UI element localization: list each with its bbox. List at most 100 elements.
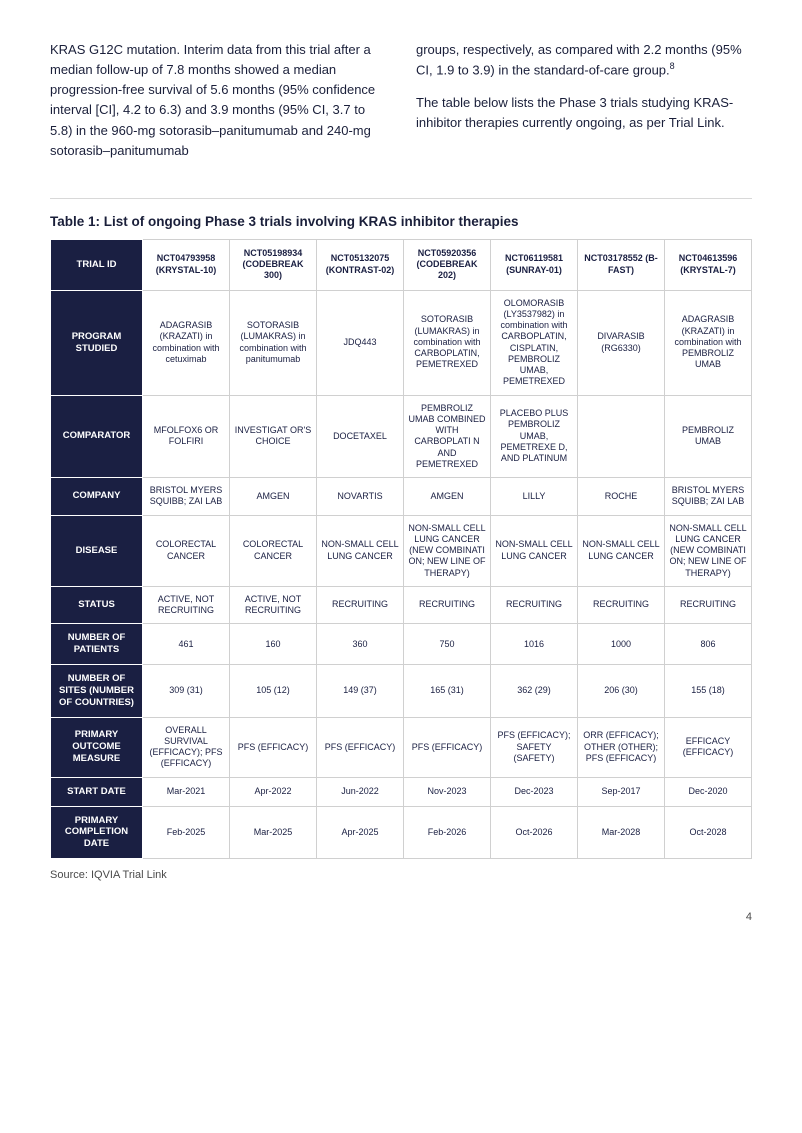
- cell-r9-c3: Feb-2026: [404, 806, 491, 859]
- col-header-6: NCT04613596 (KRYSTAL-7): [665, 239, 752, 290]
- cell-r1-c6: PEMBROLIZ UMAB: [665, 395, 752, 478]
- cell-r8-c0: Mar-2021: [143, 777, 230, 806]
- cell-r2-c5: ROCHE: [578, 478, 665, 516]
- cell-r5-c2: 360: [317, 624, 404, 665]
- row-label-7: NUMBER OF SITES (NUMBER OF COUNTRIES): [51, 665, 143, 718]
- cell-r4-c1: ACTIVE, NOT RECRUITING: [230, 586, 317, 624]
- row-label-6: NUMBER OF PATIENTS: [51, 624, 143, 665]
- cell-r6-c4: 362 (29): [491, 665, 578, 718]
- citation-sup: 8: [670, 61, 675, 71]
- col-header-2: NCT05132075 (KONTRAST-02): [317, 239, 404, 290]
- cell-r8-c5: Sep-2017: [578, 777, 665, 806]
- cell-r7-c5: ORR (EFFICACY); OTHER (OTHER); PFS (EFFI…: [578, 717, 665, 777]
- cell-r2-c0: BRISTOL MYERS SQUIBB; ZAI LAB: [143, 478, 230, 516]
- cell-r0-c1: SOTORASIB (LUMAKRAS) in combination with…: [230, 290, 317, 395]
- cell-r2-c1: AMGEN: [230, 478, 317, 516]
- cell-r4-c4: RECRUITING: [491, 586, 578, 624]
- cell-r7-c3: PFS (EFFICACY): [404, 717, 491, 777]
- cell-r1-c5: [578, 395, 665, 478]
- col-header-3: NCT05920356 (CODEBREAK 202): [404, 239, 491, 290]
- cell-r3-c4: NON-SMALL CELL LUNG CANCER: [491, 515, 578, 586]
- cell-r4-c2: RECRUITING: [317, 586, 404, 624]
- page-number: 4: [50, 911, 752, 923]
- cell-r4-c3: RECRUITING: [404, 586, 491, 624]
- cell-r2-c6: BRISTOL MYERS SQUIBB; ZAI LAB: [665, 478, 752, 516]
- row-label-trial-id: TRIAL ID: [51, 239, 143, 290]
- cell-r3-c5: NON-SMALL CELL LUNG CANCER: [578, 515, 665, 586]
- cell-r0-c0: ADAGRASIB (KRAZATI) in combination with …: [143, 290, 230, 395]
- row-label-3: COMPANY: [51, 478, 143, 516]
- right-paragraph-1: groups, respectively, as compared with 2…: [416, 40, 752, 81]
- cell-r3-c3: NON-SMALL CELL LUNG CANCER (NEW COMBINAT…: [404, 515, 491, 586]
- right-column: groups, respectively, as compared with 2…: [416, 40, 752, 173]
- cell-r7-c4: PFS (EFFICACY); SAFETY (SAFETY): [491, 717, 578, 777]
- cell-r3-c2: NON-SMALL CELL LUNG CANCER: [317, 515, 404, 586]
- cell-r7-c6: EFFICACY (EFFICACY): [665, 717, 752, 777]
- cell-r2-c3: AMGEN: [404, 478, 491, 516]
- cell-r3-c0: COLORECTAL CANCER: [143, 515, 230, 586]
- row-label-5: STATUS: [51, 586, 143, 624]
- cell-r9-c5: Mar-2028: [578, 806, 665, 859]
- cell-r5-c6: 806: [665, 624, 752, 665]
- cell-r9-c0: Feb-2025: [143, 806, 230, 859]
- cell-r9-c6: Oct-2028: [665, 806, 752, 859]
- cell-r7-c0: OVERALL SURVIVAL (EFFICACY); PFS (EFFICA…: [143, 717, 230, 777]
- row-label-4: DISEASE: [51, 515, 143, 586]
- table-source: Source: IQVIA Trial Link: [50, 869, 752, 881]
- cell-r2-c4: LILLY: [491, 478, 578, 516]
- cell-r8-c4: Dec-2023: [491, 777, 578, 806]
- section-divider: [50, 198, 752, 199]
- table-title: Table 1: List of ongoing Phase 3 trials …: [50, 214, 752, 229]
- row-label-8: PRIMARY OUTCOME MEASURE: [51, 717, 143, 777]
- cell-r3-c1: COLORECTAL CANCER: [230, 515, 317, 586]
- cell-r1-c4: PLACEBO PLUS PEMBROLIZ UMAB, PEMETREXE D…: [491, 395, 578, 478]
- cell-r0-c2: JDQ443: [317, 290, 404, 395]
- cell-r0-c6: ADAGRASIB (KRAZATI) in combination with …: [665, 290, 752, 395]
- col-header-4: NCT06119581 (SUNRAY-01): [491, 239, 578, 290]
- cell-r9-c1: Mar-2025: [230, 806, 317, 859]
- cell-r6-c0: 309 (31): [143, 665, 230, 718]
- cell-r7-c1: PFS (EFFICACY): [230, 717, 317, 777]
- right-paragraph-2: The table below lists the Phase 3 trials…: [416, 93, 752, 133]
- col-header-1: NCT05198934 (CODEBREAK 300): [230, 239, 317, 290]
- cell-r9-c4: Oct-2026: [491, 806, 578, 859]
- cell-r1-c0: MFOLFOX6 OR FOLFIRI: [143, 395, 230, 478]
- cell-r5-c3: 750: [404, 624, 491, 665]
- trials-table: TRIAL IDNCT04793958 (KRYSTAL-10)NCT05198…: [50, 239, 752, 859]
- cell-r6-c6: 155 (18): [665, 665, 752, 718]
- cell-r6-c5: 206 (30): [578, 665, 665, 718]
- cell-r6-c1: 105 (12): [230, 665, 317, 718]
- cell-r0-c3: SOTORASIB (LUMAKRAS) in combination with…: [404, 290, 491, 395]
- row-label-1: PROGRAM STUDIED: [51, 290, 143, 395]
- row-label-9: START DATE: [51, 777, 143, 806]
- cell-r8-c1: Apr-2022: [230, 777, 317, 806]
- left-paragraph: KRAS G12C mutation. Interim data from th…: [50, 40, 386, 161]
- cell-r0-c5: DIVARASIB (RG6330): [578, 290, 665, 395]
- trials-table-body: TRIAL IDNCT04793958 (KRYSTAL-10)NCT05198…: [51, 239, 752, 858]
- cell-r5-c4: 1016: [491, 624, 578, 665]
- cell-r2-c2: NOVARTIS: [317, 478, 404, 516]
- cell-r5-c0: 461: [143, 624, 230, 665]
- cell-r8-c3: Nov-2023: [404, 777, 491, 806]
- cell-r8-c6: Dec-2020: [665, 777, 752, 806]
- cell-r3-c6: NON-SMALL CELL LUNG CANCER (NEW COMBINAT…: [665, 515, 752, 586]
- col-header-5: NCT03178552 (B-FAST): [578, 239, 665, 290]
- col-header-0: NCT04793958 (KRYSTAL-10): [143, 239, 230, 290]
- left-column: KRAS G12C mutation. Interim data from th…: [50, 40, 386, 173]
- right-p1-text: groups, respectively, as compared with 2…: [416, 42, 742, 77]
- cell-r5-c5: 1000: [578, 624, 665, 665]
- cell-r4-c0: ACTIVE, NOT RECRUITING: [143, 586, 230, 624]
- cell-r7-c2: PFS (EFFICACY): [317, 717, 404, 777]
- cell-r1-c3: PEMBROLIZ UMAB COMBINED WITH CARBOPLATI …: [404, 395, 491, 478]
- cell-r9-c2: Apr-2025: [317, 806, 404, 859]
- cell-r5-c1: 160: [230, 624, 317, 665]
- cell-r4-c5: RECRUITING: [578, 586, 665, 624]
- cell-r1-c2: DOCETAXEL: [317, 395, 404, 478]
- cell-r6-c3: 165 (31): [404, 665, 491, 718]
- body-text-columns: KRAS G12C mutation. Interim data from th…: [50, 40, 752, 173]
- row-label-2: COMPARATOR: [51, 395, 143, 478]
- page-container: KRAS G12C mutation. Interim data from th…: [0, 0, 802, 953]
- cell-r0-c4: OLOMORASIB (LY3537982) in combination wi…: [491, 290, 578, 395]
- cell-r6-c2: 149 (37): [317, 665, 404, 718]
- cell-r1-c1: INVESTIGAT OR'S CHOICE: [230, 395, 317, 478]
